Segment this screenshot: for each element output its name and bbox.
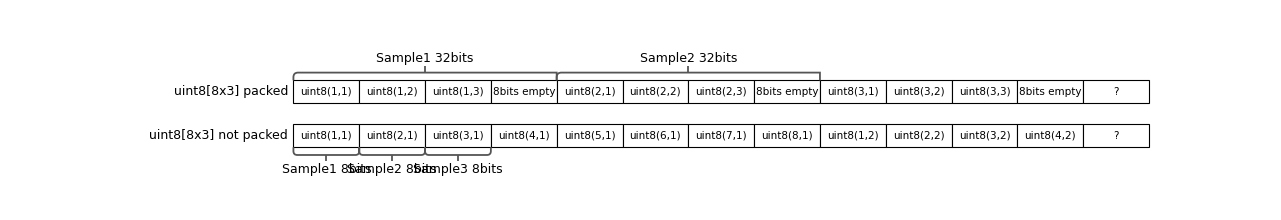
Text: uint8(2,3): uint8(2,3) (696, 87, 747, 97)
Text: Sample3 8bits: Sample3 8bits (414, 163, 502, 176)
Bar (623, 124, 688, 147)
Text: uint8(6,1): uint8(6,1) (629, 131, 681, 141)
Text: uint8(1,1): uint8(1,1) (301, 131, 352, 141)
Text: uint8(3,1): uint8(3,1) (432, 131, 484, 141)
Text: Sample2 8bits: Sample2 8bits (347, 163, 437, 176)
Text: uint8(1,3): uint8(1,3) (432, 87, 484, 97)
Text: uint8(1,1): uint8(1,1) (301, 87, 352, 97)
Text: Sample1 32bits: Sample1 32bits (377, 52, 474, 65)
Text: Sample2 32bits: Sample2 32bits (639, 52, 737, 65)
Text: uint8(1,2): uint8(1,2) (828, 131, 879, 141)
Text: uint8(3,3): uint8(3,3) (958, 87, 1011, 97)
Bar (688, 124, 755, 147)
Bar (1017, 80, 1084, 103)
Text: uint8(3,2): uint8(3,2) (958, 131, 1011, 141)
Text: ?: ? (1113, 131, 1118, 141)
Bar (557, 80, 623, 103)
Text: ?: ? (1113, 87, 1118, 97)
Text: Sample1 8bits: Sample1 8bits (282, 163, 371, 176)
Bar (688, 80, 755, 103)
Bar (755, 80, 820, 103)
Text: uint8(2,1): uint8(2,1) (366, 131, 418, 141)
Bar (425, 80, 491, 103)
Text: uint8(5,1): uint8(5,1) (564, 131, 615, 141)
Bar (557, 124, 623, 147)
Bar (293, 124, 359, 147)
Text: uint8(2,1): uint8(2,1) (564, 87, 615, 97)
Bar (491, 80, 557, 103)
Text: uint8(3,1): uint8(3,1) (828, 87, 879, 97)
Bar (820, 80, 885, 103)
Bar (755, 124, 820, 147)
Text: uint8(2,2): uint8(2,2) (629, 87, 681, 97)
Text: uint8(2,2): uint8(2,2) (893, 131, 944, 141)
Text: uint8(8,1): uint8(8,1) (761, 131, 813, 141)
Bar (1084, 80, 1149, 103)
Bar (885, 80, 952, 103)
Text: 8bits empty: 8bits empty (492, 87, 555, 97)
Bar (885, 124, 952, 147)
Bar (425, 124, 491, 147)
Text: uint8(1,2): uint8(1,2) (366, 87, 418, 97)
Bar (491, 124, 557, 147)
Bar (952, 124, 1017, 147)
Bar (359, 80, 425, 103)
Bar (1017, 124, 1084, 147)
Bar (359, 124, 425, 147)
Text: 8bits empty: 8bits empty (756, 87, 819, 97)
Bar (623, 80, 688, 103)
Text: 8bits empty: 8bits empty (1020, 87, 1081, 97)
Text: uint8(4,1): uint8(4,1) (498, 131, 550, 141)
Bar (293, 80, 359, 103)
Text: uint8(4,2): uint8(4,2) (1025, 131, 1076, 141)
Text: uint8(7,1): uint8(7,1) (696, 131, 747, 141)
Bar (820, 124, 885, 147)
Text: uint8[8x3] not packed: uint8[8x3] not packed (150, 129, 288, 142)
Text: uint8(3,2): uint8(3,2) (893, 87, 944, 97)
Text: uint8[8x3] packed: uint8[8x3] packed (174, 85, 288, 98)
Bar (952, 80, 1017, 103)
Bar (1084, 124, 1149, 147)
